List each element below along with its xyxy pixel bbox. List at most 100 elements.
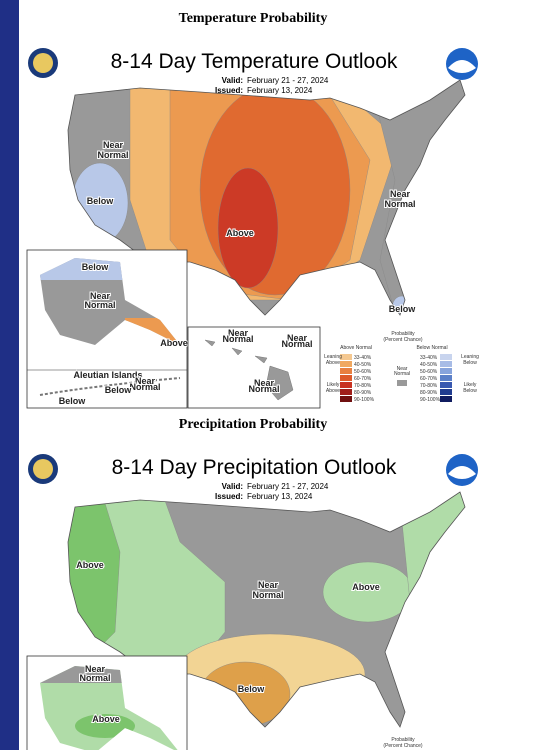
legend-box (322, 730, 488, 750)
legend-swatch-above (340, 361, 352, 367)
legend-swatch-below (440, 368, 452, 374)
label: Below (82, 262, 110, 272)
issued-date: February 13, 2024 (247, 86, 313, 95)
legend-swatch-above (340, 368, 352, 374)
noaa-icon-wave (448, 60, 476, 73)
label: Above (326, 388, 340, 394)
legend-range: 80-90% (420, 390, 438, 396)
side-bar (0, 0, 19, 750)
noaa-icon-wave (448, 466, 476, 479)
label: Below (87, 196, 115, 206)
label: Below (463, 388, 477, 394)
label: Probability (391, 737, 415, 743)
label: Near (254, 378, 275, 388)
ak-green-dark (75, 714, 135, 738)
above-ne (399, 492, 465, 603)
label: Leaning (324, 354, 342, 360)
below-tx (199, 661, 291, 727)
legend-range: 33-40% (420, 355, 438, 361)
legend-range: 50-60% (420, 369, 438, 375)
valid-label: Valid: (222, 76, 243, 85)
legend-swatch-above (340, 375, 352, 381)
legend-range: 33-40% (354, 355, 372, 361)
legend-swatch-near (397, 380, 407, 386)
legend-range: 90-100% (354, 397, 375, 403)
label: Near (135, 376, 156, 386)
section-heading: Precipitation Probability (179, 417, 327, 432)
legend-swatch-above (340, 389, 352, 395)
legend-swatch-below (440, 354, 452, 360)
label: Normal (252, 590, 283, 600)
label: Probability (391, 331, 415, 337)
legend-range: 70-80% (420, 383, 438, 389)
temperature-map: Temperature Probability 8-14 Day Temperat… (26, 11, 488, 409)
label: Above (76, 560, 104, 570)
label: Near (90, 291, 111, 301)
legend-swatch-above (340, 382, 352, 388)
precipitation-map: Precipitation Probability 8-14 Day Precip… (26, 417, 488, 750)
aleutian-islands (39, 377, 181, 396)
hawaii-islands (204, 339, 294, 401)
seal-icon-inner (33, 53, 53, 73)
label: Normal (222, 334, 253, 344)
label: Above (226, 228, 254, 238)
valid-label: Valid: (222, 482, 243, 491)
label: Normal (281, 339, 312, 349)
legend-range: 40-50% (420, 362, 438, 368)
seal-icon-inner (33, 459, 53, 479)
label: (Percent Chance) (383, 337, 423, 343)
label: Likely (327, 382, 340, 388)
label: (Percent Chance) (383, 743, 423, 749)
issued-date: February 13, 2024 (247, 492, 313, 501)
map-title: 8-14 Day Temperature Outlook (111, 50, 398, 73)
legend-range: 90-100% (420, 397, 441, 403)
hawaii-box (187, 326, 321, 409)
legend-range: 80-90% (354, 390, 372, 396)
above-50 (199, 84, 351, 296)
legend-range: 60-70% (420, 376, 438, 382)
label: Normal (97, 150, 128, 160)
issued-label: Issued: (215, 86, 243, 95)
label: Below (238, 684, 266, 694)
label: Below (105, 385, 133, 395)
label: Above (352, 582, 380, 592)
label: Near (85, 664, 106, 674)
legend-swatch-below (440, 389, 452, 395)
aleutian-title: Aleutian Islands (73, 370, 142, 380)
legend-range: 60-70% (354, 376, 372, 382)
label: Normal (248, 384, 279, 394)
label: Near (287, 333, 308, 343)
section-heading: Temperature Probability (179, 11, 328, 26)
valid-date: February 21 - 27, 2024 (247, 482, 329, 491)
legend-above: Above Normal (340, 345, 372, 351)
legend-range: 50-60% (354, 369, 372, 375)
label: Normal (84, 300, 115, 310)
issued-label: Issued: (215, 492, 243, 501)
label: Near (228, 328, 249, 338)
label: Near (397, 366, 408, 372)
legend-swatch-above (340, 396, 352, 402)
label: Leaning (461, 354, 479, 360)
legend-range: 70-80% (354, 383, 372, 389)
legend-swatch-above (340, 354, 352, 360)
map-title: 8-14 Day Precipitation Outlook (112, 456, 397, 479)
label: Below (59, 396, 87, 406)
legend-range: 40-50% (354, 362, 372, 368)
label: Below (463, 360, 477, 366)
valid-date: February 21 - 27, 2024 (247, 76, 329, 85)
label: Above (92, 714, 120, 724)
legend-swatch-below (440, 361, 452, 367)
legend: Probability(Percent Chance) Above Normal B… (322, 327, 488, 408)
label: Normal (384, 199, 415, 209)
label: Likely (464, 382, 477, 388)
label: Normal (79, 673, 110, 683)
label: Normal (394, 371, 410, 377)
legend-below: Below Normal (416, 345, 447, 351)
label: Above (160, 338, 188, 348)
label: Normal (129, 382, 160, 392)
label: Near (390, 189, 411, 199)
above-60 (217, 167, 279, 289)
label: Near (258, 580, 279, 590)
label: Below (389, 304, 417, 314)
